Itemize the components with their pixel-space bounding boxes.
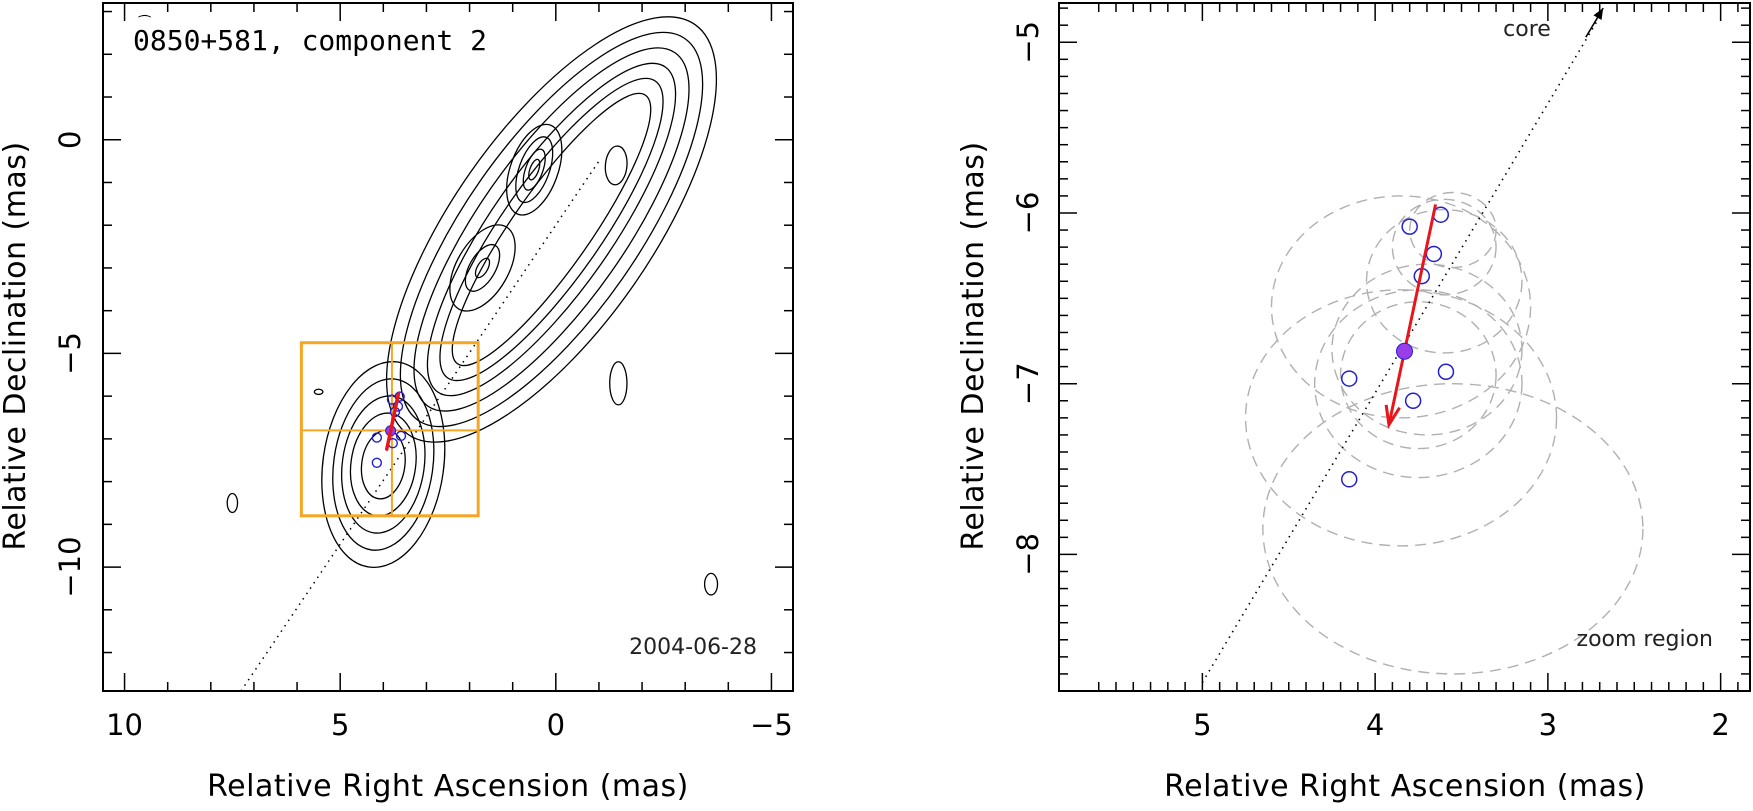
contour-knot-B-2	[474, 257, 491, 279]
component-marker	[395, 430, 407, 442]
x-tick-label: 5	[1193, 708, 1211, 742]
component-marker	[371, 432, 383, 443]
jet-axis-line	[240, 160, 600, 692]
contour-core-jet-3	[426, 62, 677, 397]
y-tick-label: −5	[1011, 21, 1045, 64]
right-frame	[1058, 2, 1751, 692]
y-tick-label: −7	[1011, 362, 1045, 405]
velocity-vector	[1387, 204, 1438, 425]
contour-knot-A-2	[522, 148, 546, 191]
right-ticks: 5 4 3 2 −5 −6 −7 −8	[1011, 3, 1750, 742]
x-tick-label: −5	[750, 708, 793, 742]
x-tick-label: 4	[1366, 708, 1384, 742]
title-tick-mark: ⁀	[138, 15, 151, 32]
contour-component-2-0	[321, 361, 446, 569]
component-marker	[1425, 245, 1443, 263]
contour-knot-A-3	[528, 158, 541, 181]
contour-core-jet-1	[399, 31, 704, 428]
right-plot-area	[1201, 7, 1644, 683]
x-tick-label: 2	[1711, 708, 1729, 742]
contour-knot-B-1	[464, 243, 501, 292]
y-tick-label: 0	[53, 131, 87, 149]
uncertainty-ellipse	[1391, 198, 1497, 296]
mean-position-marker	[1396, 342, 1413, 360]
contour-knot-A-0	[506, 123, 563, 216]
left-plot-area	[226, 16, 719, 692]
contour-component-2-3	[349, 412, 417, 517]
contour-component-2-1	[332, 378, 435, 551]
right-x-label: Relative Right Ascension (mas)	[1164, 769, 1646, 804]
component-marker	[1437, 363, 1455, 381]
zoom-box	[299, 341, 480, 518]
contour-component-2-4	[360, 429, 406, 500]
right-y-label: Relative Declination (mas)	[956, 141, 991, 550]
right-panel: 5 4 3 2 −5 −6 −7 −8 core zoom region Relative R…	[956, 2, 1751, 804]
contour-blob-east-0	[604, 145, 628, 186]
y-tick-label: −10	[53, 536, 87, 597]
y-tick-label: −5	[53, 332, 87, 375]
component-marker	[371, 457, 383, 469]
contour-knot-A-1	[515, 136, 554, 204]
y-tick-label: −8	[1011, 533, 1045, 576]
x-tick-label: 3	[1539, 708, 1557, 742]
zoom-region-label: zoom region	[1577, 627, 1713, 652]
contour-core-jet-5	[451, 92, 652, 367]
uncertainty-ellipse	[1331, 263, 1523, 436]
uncertainty-ellipse	[1270, 195, 1532, 419]
contour-blob-sw-0	[703, 572, 719, 596]
uncertainty-ellipse	[1365, 208, 1523, 354]
velocity-vector	[385, 392, 401, 451]
contour-core-jet-4	[439, 77, 664, 382]
left-x-label: Relative Right Ascension (mas)	[207, 769, 689, 804]
y-tick-label: −6	[1011, 192, 1045, 235]
component-marker	[394, 391, 405, 402]
epoch-label: 2004-06-28	[629, 635, 757, 660]
uncertainty-ellipse	[1339, 301, 1497, 450]
left-title: 0850+581, component 2	[133, 24, 487, 57]
component-marker	[1404, 392, 1422, 410]
contour-blob-east2-0	[609, 361, 628, 406]
uncertainty-ellipse	[1408, 191, 1497, 269]
velocity-arrow-head	[1384, 404, 1401, 429]
left-y-label: Relative Declination (mas)	[0, 141, 33, 550]
x-tick-label: 5	[331, 708, 349, 742]
component-marker	[1340, 471, 1358, 488]
uncertainty-ellipse	[1313, 289, 1523, 479]
component-marker	[1401, 218, 1418, 235]
uncertainty-ellipse	[1262, 383, 1644, 675]
contour-knot-B-0	[449, 224, 516, 312]
component-marker	[1340, 370, 1358, 387]
contour-blob-small-0	[313, 388, 324, 396]
contour-core-jet-2	[413, 47, 690, 412]
core-label: core	[1503, 17, 1551, 42]
left-frame	[102, 2, 794, 692]
x-tick-label: 10	[106, 708, 143, 742]
contour-blob-west-0	[226, 492, 239, 514]
x-tick-label: 0	[547, 708, 565, 742]
left-panel: 10 5 0 −5 0 −5 −10 0850+581, component 2 ⁀ 200…	[0, 2, 794, 804]
uncertainty-ellipse	[1244, 289, 1558, 547]
left-ticks: 10 5 0 −5 0 −5 −10	[53, 3, 793, 742]
contour-core-jet-0	[385, 16, 718, 443]
core-arrow-head	[1593, 8, 1604, 21]
